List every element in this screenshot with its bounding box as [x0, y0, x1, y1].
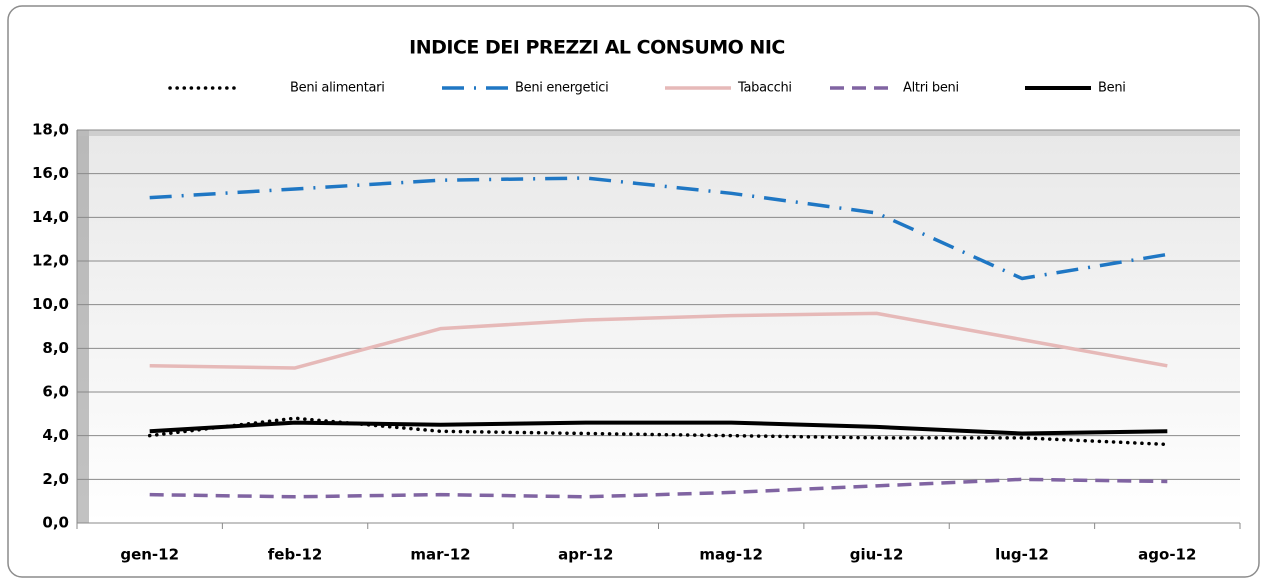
y-tick-label: 14,0	[32, 208, 69, 226]
x-tick-label: apr-12	[558, 546, 613, 564]
y-tick-label: 0,0	[42, 514, 69, 532]
y-tick-label: 8,0	[42, 339, 69, 357]
legend-label: Beni alimentari	[290, 81, 385, 96]
legend-label: Beni	[1098, 81, 1126, 96]
x-tick-label: ago-12	[1138, 546, 1196, 564]
series-line	[149, 311, 1168, 370]
y-tick-label: 12,0	[32, 252, 69, 270]
y-tick-label: 16,0	[32, 164, 69, 182]
plot-wall	[77, 130, 1240, 136]
y-tick-label: 6,0	[42, 383, 69, 401]
y-tick-label: 2,0	[42, 470, 69, 488]
y-tick-label: 18,0	[32, 121, 69, 139]
x-tick-label: feb-12	[268, 546, 323, 564]
x-tick-label: mar-12	[410, 546, 470, 564]
legend-label: Beni energetici	[515, 81, 608, 96]
series-line	[149, 477, 1168, 499]
x-tick-label: lug-12	[995, 546, 1049, 564]
x-tick-label: mag-12	[699, 546, 763, 564]
legend-label: Tabacchi	[737, 81, 792, 96]
series-line	[147, 416, 1170, 447]
legend-label: Altri beni	[903, 81, 959, 96]
x-tick-label: giu-12	[850, 546, 904, 564]
y-tick-label: 4,0	[42, 426, 69, 444]
series-line	[149, 420, 1168, 436]
plot-area	[77, 130, 1240, 523]
x-tick-label: gen-12	[120, 546, 179, 564]
plot-wall	[77, 130, 89, 523]
chart-title: INDICE DEI PREZZI AL CONSUMO NIC	[409, 37, 785, 59]
y-tick-label: 10,0	[32, 295, 69, 313]
